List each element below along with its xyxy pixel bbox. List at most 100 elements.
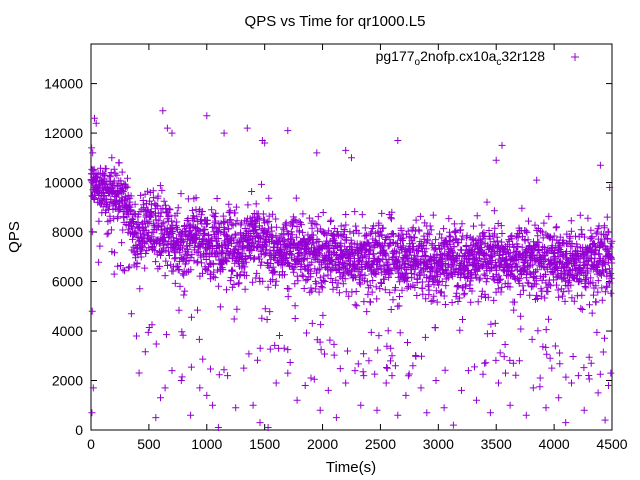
x-tick-label: 0 <box>87 436 95 452</box>
data-point <box>239 243 247 251</box>
x-tick-label: 1500 <box>249 436 280 452</box>
data-point <box>249 278 257 286</box>
data-point <box>454 282 462 290</box>
data-point <box>358 257 366 265</box>
data-point <box>546 354 554 362</box>
data-point <box>220 366 228 374</box>
legend-label-part: 32r128 <box>501 48 545 64</box>
data-point <box>463 232 471 240</box>
data-point <box>562 373 570 381</box>
data-point <box>543 350 551 358</box>
data-point <box>256 344 264 352</box>
data-point <box>388 266 396 274</box>
data-point <box>554 273 561 281</box>
data-point <box>576 258 584 266</box>
data-point <box>585 372 593 379</box>
data-point <box>601 416 609 424</box>
y-tick-label: 6000 <box>52 274 83 290</box>
data-point <box>266 345 274 353</box>
data-point <box>352 288 360 295</box>
data-point <box>319 243 326 251</box>
data-point <box>193 213 201 221</box>
data-point <box>222 231 230 239</box>
data-point <box>566 234 574 242</box>
y-axis-label: QPS <box>6 221 23 253</box>
data-point <box>471 363 478 371</box>
data-point <box>137 191 145 199</box>
data-point <box>561 297 569 305</box>
data-point <box>596 161 604 169</box>
data-point <box>437 244 445 252</box>
data-point <box>158 186 166 194</box>
data-point <box>251 254 258 262</box>
data-point <box>110 270 118 278</box>
data-point <box>157 251 164 259</box>
data-point <box>280 344 288 352</box>
data-point <box>475 276 483 284</box>
data-point <box>370 250 378 258</box>
data-point <box>88 144 96 152</box>
data-point <box>461 289 469 297</box>
data-point <box>215 282 223 290</box>
data-point <box>484 293 492 301</box>
data-point <box>429 297 437 305</box>
y-tick-label: 14000 <box>44 76 83 92</box>
data-point <box>201 225 209 233</box>
data-point <box>509 359 517 367</box>
data-point <box>565 287 573 295</box>
data-point <box>256 419 264 427</box>
data-point <box>351 255 358 263</box>
data-point <box>585 353 593 361</box>
data-point <box>241 263 249 271</box>
data-point <box>517 325 525 333</box>
data-point <box>190 212 197 220</box>
data-point <box>418 267 426 275</box>
data-point <box>532 280 540 288</box>
data-point <box>404 339 411 346</box>
data-point <box>289 265 297 273</box>
data-point <box>567 217 575 225</box>
data-point <box>272 223 280 231</box>
data-point <box>383 364 391 371</box>
data-point <box>545 315 552 323</box>
data-point <box>476 274 484 282</box>
data-point <box>418 352 425 360</box>
data-point <box>110 165 118 173</box>
data-point <box>534 327 542 335</box>
y-tick-label: 0 <box>75 422 83 438</box>
x-tick-label: 4500 <box>596 436 627 452</box>
data-point <box>608 259 616 267</box>
data-point <box>378 209 386 217</box>
data-point <box>568 294 576 302</box>
data-point <box>363 308 371 316</box>
data-point <box>529 261 537 269</box>
data-point <box>542 343 550 351</box>
data-point <box>327 216 335 224</box>
data-point <box>359 368 367 376</box>
data-point <box>233 305 241 313</box>
data-point <box>226 207 234 215</box>
data-point <box>293 272 301 280</box>
data-point <box>194 306 201 314</box>
data-point <box>299 210 307 218</box>
data-point <box>542 404 550 412</box>
data-point <box>486 409 494 417</box>
data-point <box>291 315 299 322</box>
data-point <box>178 373 186 381</box>
data-point <box>381 286 389 294</box>
data-point <box>535 238 543 246</box>
data-point <box>399 234 407 242</box>
data-point <box>572 232 579 240</box>
data-point <box>165 248 172 256</box>
data-point <box>271 281 279 289</box>
data-point <box>576 276 584 284</box>
data-point <box>367 328 375 336</box>
data-point <box>141 348 149 356</box>
data-point <box>291 280 299 288</box>
data-point <box>397 226 405 234</box>
data-point <box>125 263 133 271</box>
data-point <box>389 296 397 304</box>
data-point <box>601 334 608 342</box>
data-point <box>180 291 188 299</box>
data-point <box>326 336 334 344</box>
